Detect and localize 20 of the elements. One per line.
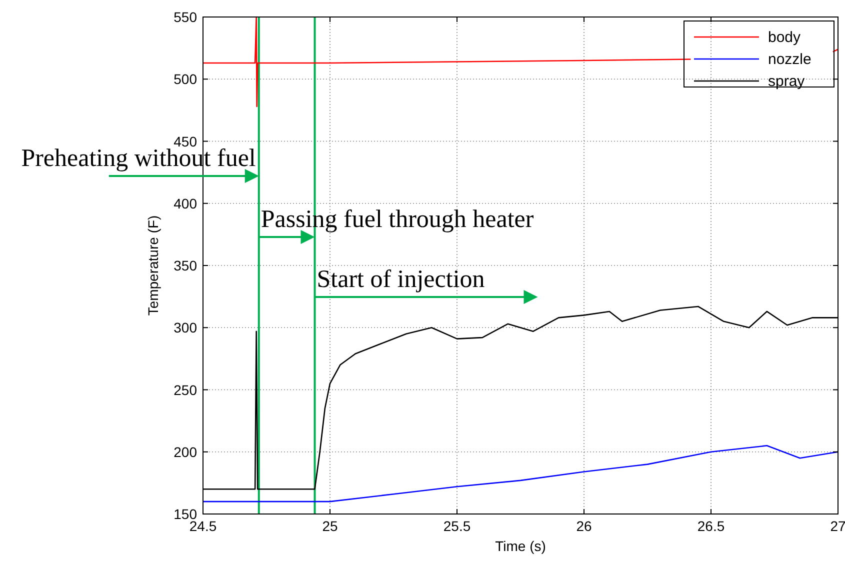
x-axis-title: Time (s)	[495, 538, 546, 554]
line-series	[202, 445, 839, 502]
y-tick-label: 550	[174, 9, 198, 25]
legend-label: nozzle	[768, 51, 812, 68]
x-tick-label: 27	[830, 518, 845, 534]
x-tick-label: 25.5	[443, 518, 471, 534]
legend-label: body	[768, 29, 802, 46]
y-axis-title: Temperature (F)	[145, 215, 161, 316]
y-tick-label: 350	[174, 258, 198, 274]
y-tick-label: 250	[174, 382, 198, 398]
y-tick-label: 450	[174, 133, 198, 150]
annotation: Start of injection	[316, 266, 486, 293]
y-tick-label: 200	[174, 444, 198, 460]
x-tick-label: 26.5	[697, 518, 725, 534]
legend-label: spray	[768, 73, 806, 90]
y-tick-label: 300	[174, 320, 198, 336]
x-tick-label: 25	[322, 518, 338, 534]
y-tick-label: 400	[174, 195, 198, 212]
x-tick-label: 26	[576, 518, 592, 534]
y-tick-label: 500	[174, 71, 198, 88]
